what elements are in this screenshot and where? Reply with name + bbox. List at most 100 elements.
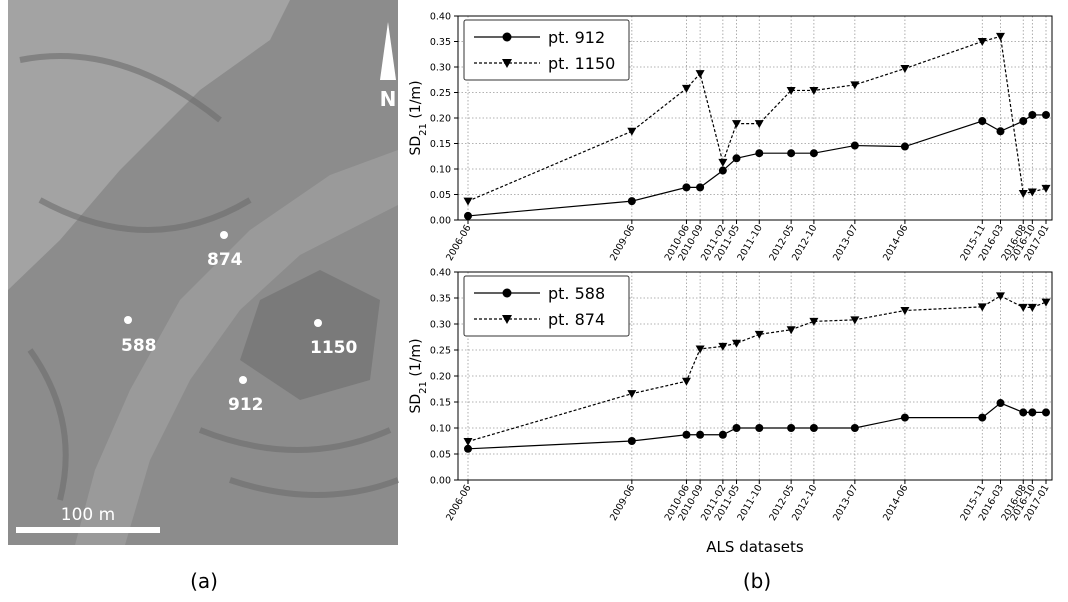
x-tick-label: 2014-06 <box>881 223 910 263</box>
y-tick-label: 0.05 <box>430 190 451 201</box>
point <box>1041 298 1051 307</box>
panel-label: (a) <box>190 569 218 593</box>
x-tick-label: 2013-07 <box>831 483 860 523</box>
y-tick-label: 0.25 <box>430 88 451 99</box>
y-tick-label: 0.35 <box>430 294 451 305</box>
point <box>718 166 727 175</box>
point <box>1019 117 1028 126</box>
point <box>1028 408 1037 417</box>
y-tick-label: 0.30 <box>430 63 451 74</box>
y-tick-label: 0.00 <box>430 476 451 487</box>
y-tick-label: 0.20 <box>430 372 451 383</box>
point <box>627 437 636 445</box>
y-tick-label: 0.10 <box>430 424 451 435</box>
north-label: N <box>380 87 397 111</box>
legend-marker <box>502 32 512 42</box>
legend-label: pt. 912 <box>548 28 605 47</box>
x-tick-label: 2009-06 <box>608 483 637 523</box>
point <box>627 127 637 136</box>
point <box>732 424 741 432</box>
point <box>718 342 728 351</box>
x-tick-label: 2013-07 <box>831 223 860 263</box>
y-axis-label: SD21 (1/m) <box>408 80 429 155</box>
x-tick-label: 2009-06 <box>608 223 637 263</box>
river <box>75 150 398 545</box>
point <box>809 149 818 158</box>
point <box>787 149 796 158</box>
point <box>850 81 860 90</box>
point <box>786 326 796 335</box>
y-tick-label: 0.40 <box>430 268 451 279</box>
point <box>1042 110 1050 119</box>
point <box>695 345 705 354</box>
x-axis-label: ALS datasets <box>706 538 804 556</box>
point <box>755 149 764 158</box>
point-label: 912 <box>228 395 264 415</box>
plot-frame <box>457 271 1053 481</box>
point <box>682 430 691 439</box>
point <box>900 65 910 74</box>
point <box>786 86 796 95</box>
legend-marker <box>502 59 512 68</box>
point <box>696 183 705 192</box>
point <box>900 306 910 315</box>
y-tick-label: 0.35 <box>430 37 451 48</box>
point <box>1019 408 1028 417</box>
point <box>681 84 691 93</box>
panel-label: (b) <box>743 569 771 593</box>
point <box>681 377 691 386</box>
y-axis-label-part: SD <box>408 394 424 414</box>
point <box>978 413 987 422</box>
point <box>977 38 987 46</box>
y-axis-label-part: SD <box>408 136 424 156</box>
point <box>809 86 819 95</box>
point <box>627 390 637 399</box>
point <box>977 303 987 312</box>
y-tick-label: 0.10 <box>430 165 451 176</box>
point <box>754 330 764 339</box>
point <box>682 183 691 192</box>
y-tick-label: 0.00 <box>430 216 451 227</box>
point <box>695 70 705 79</box>
point <box>464 211 472 220</box>
point <box>718 158 728 167</box>
x-tick-label: 2006-06 <box>444 483 473 523</box>
y-tick-label: 0.05 <box>430 450 451 461</box>
point <box>995 292 1005 301</box>
legend-label: pt. 874 <box>548 310 605 329</box>
point <box>996 399 1005 408</box>
series-line <box>467 295 1047 443</box>
point <box>850 141 859 150</box>
point <box>850 316 860 325</box>
legend-marker <box>502 288 512 298</box>
map-point <box>239 376 247 384</box>
y-axis-label: SD21 (1/m) <box>408 338 429 413</box>
point <box>732 154 741 163</box>
point <box>900 413 909 422</box>
point <box>850 424 859 432</box>
point <box>1042 408 1050 417</box>
point <box>900 142 909 151</box>
y-tick-label: 0.30 <box>430 320 451 331</box>
point <box>995 32 1005 41</box>
series-line <box>467 402 1046 450</box>
point <box>755 424 764 432</box>
y-tick-label: 0.15 <box>430 398 451 409</box>
legend-label: pt. 588 <box>548 284 605 303</box>
point <box>696 430 705 439</box>
y-tick-label: 0.40 <box>430 12 451 23</box>
point <box>627 197 636 206</box>
map-point <box>314 319 322 327</box>
landslide <box>240 270 380 400</box>
terrain <box>19 53 400 501</box>
point-label: 1150 <box>310 338 357 358</box>
y-tick-label: 0.20 <box>430 114 451 125</box>
point <box>996 127 1005 136</box>
y-tick-label: 0.15 <box>430 139 451 150</box>
point-label: 874 <box>207 250 243 270</box>
x-tick-label: 2014-06 <box>881 483 910 523</box>
scale-bar <box>16 527 160 533</box>
point <box>732 120 742 129</box>
point <box>1041 184 1051 193</box>
point <box>754 120 764 129</box>
